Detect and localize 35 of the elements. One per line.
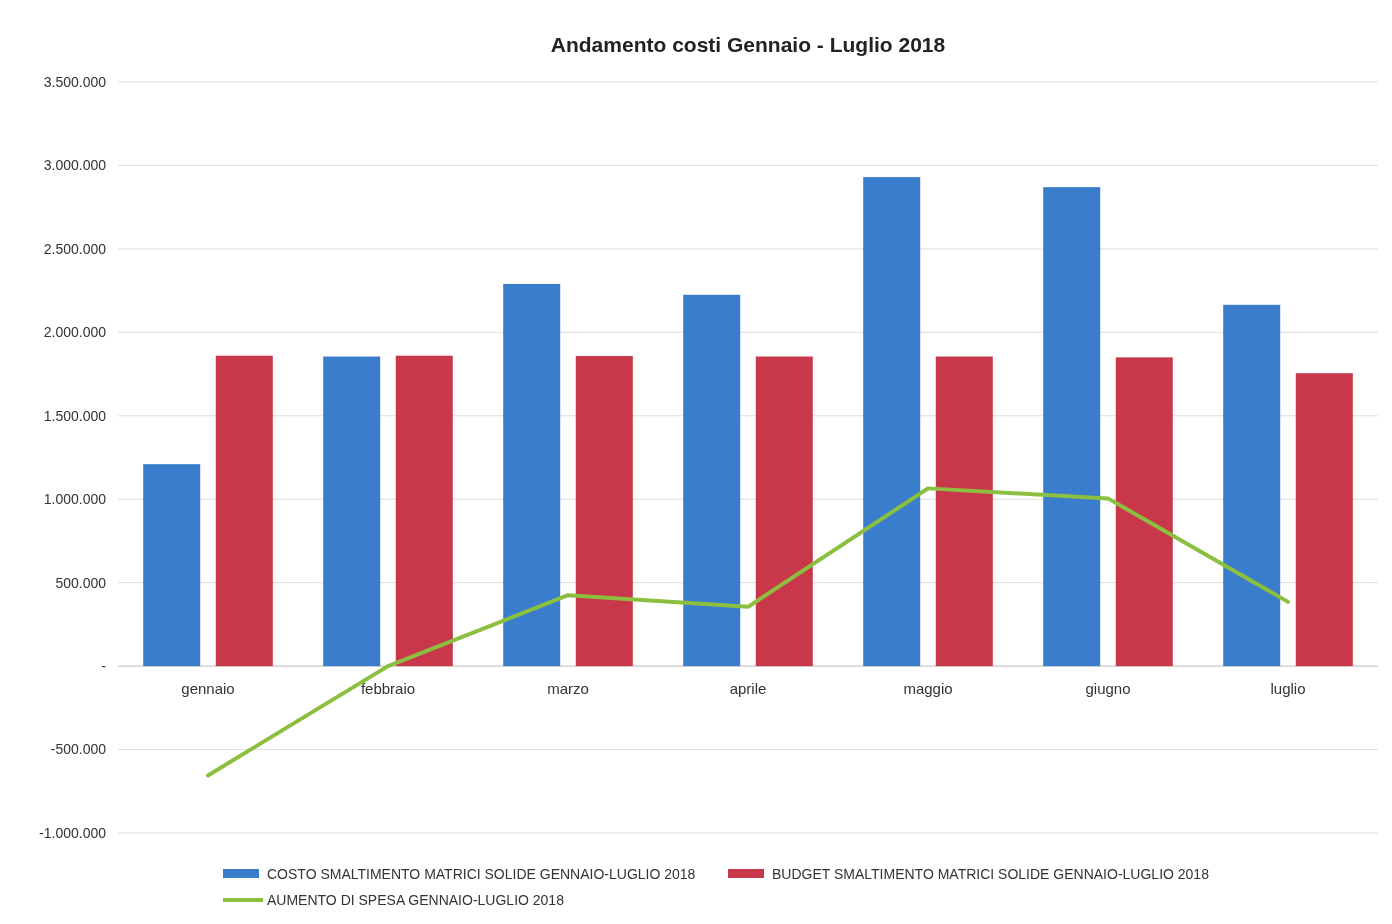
bar (935, 356, 993, 667)
x-tick-label: maggio (903, 680, 953, 698)
bar (323, 356, 381, 667)
y-tick-label: -500.000 (50, 741, 107, 758)
y-tick-label: -1.000.000 (39, 824, 107, 841)
y-tick-label: 1.500.000 (43, 407, 107, 424)
x-tick-label: febbraio (360, 680, 416, 698)
x-tick-label: marzo (547, 680, 589, 698)
legend-label: AUMENTO DI SPESA GENNAIO-LUGLIO 2018 (267, 891, 565, 908)
chart-title: Andamento costi Gennaio - Luglio 2018 (550, 33, 946, 56)
bar (1223, 304, 1281, 667)
bar (395, 355, 453, 667)
bar (143, 464, 201, 667)
bar (755, 356, 813, 667)
bar (575, 356, 633, 667)
y-tick-label: 1.000.000 (43, 491, 107, 508)
bar (863, 177, 921, 667)
bar (1295, 373, 1353, 667)
bar (1115, 357, 1173, 667)
legend-label: COSTO SMALTIMENTO MATRICI SOLIDE GENNAIO-LUGLIO 2018 (267, 865, 696, 882)
x-tick-label: gennaio (181, 680, 235, 698)
x-tick-label: luglio (1270, 680, 1306, 698)
y-tick-label: 2.500.000 (43, 240, 107, 257)
bar (503, 283, 561, 667)
y-tick-label: - (101, 658, 107, 675)
y-tick-label: 2.000.000 (43, 324, 107, 341)
bar (1043, 187, 1101, 667)
x-tick-label: aprile (729, 680, 767, 698)
y-tick-label: 3.500.000 (43, 73, 107, 90)
y-tick-label: 500.000 (55, 574, 107, 591)
x-tick-label: giugno (1085, 680, 1131, 698)
bar (683, 294, 741, 667)
y-tick-label: 3.000.000 (43, 157, 107, 174)
legend-label: BUDGET SMALTIMENTO MATRICI SOLIDE GENNAIO-LUGLIO 2018 (772, 865, 1210, 882)
bar (215, 355, 273, 667)
